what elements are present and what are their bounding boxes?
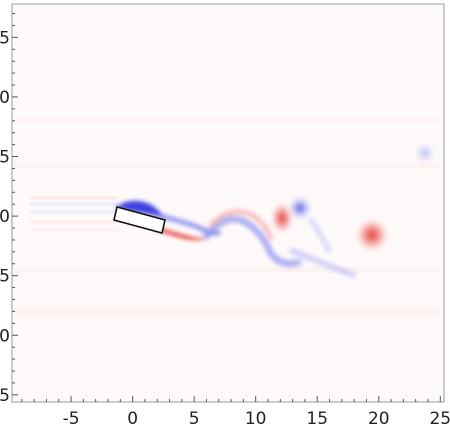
plot-frame — [11, 3, 445, 403]
wake — [115, 141, 437, 279]
y-tick-label: 15 — [0, 28, 10, 48]
y-tick-label: -10 — [0, 326, 10, 346]
y-tick-label: 10 — [0, 88, 10, 108]
x-tick-label: 5 — [189, 409, 200, 429]
y-tick-label: -5 — [0, 267, 10, 287]
x-tick-label: 20 — [368, 409, 390, 429]
x-tick-label: 25 — [429, 409, 450, 429]
y-tick-label: -15 — [0, 386, 10, 406]
inflow-streaks — [30, 197, 118, 231]
y-axis: -15 -10 -5 0 5 10 15 — [0, 13, 18, 406]
x-tick-label: 10 — [245, 409, 267, 429]
faint-streaks — [14, 117, 440, 316]
plot-area — [12, 4, 444, 402]
x-axis: -5 0 5 10 15 20 25 — [21, 396, 450, 429]
y-tick-label: 0 — [0, 207, 10, 227]
x-tick-label: 0 — [127, 409, 138, 429]
x-tick-label: -5 — [63, 409, 80, 429]
body-plate — [113, 206, 166, 234]
x-tick-label: 15 — [306, 409, 328, 429]
y-tick-label: 5 — [0, 148, 10, 168]
